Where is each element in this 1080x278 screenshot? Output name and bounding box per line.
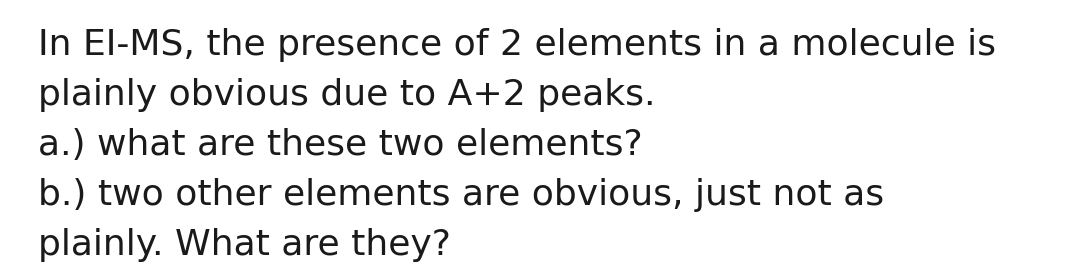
Text: b.) two other elements are obvious, just not as: b.) two other elements are obvious, just… bbox=[38, 178, 885, 212]
Text: a.) what are these two elements?: a.) what are these two elements? bbox=[38, 128, 643, 162]
Text: In EI-MS, the presence of 2 elements in a molecule is: In EI-MS, the presence of 2 elements in … bbox=[38, 28, 996, 62]
Text: plainly. What are they?: plainly. What are they? bbox=[38, 228, 450, 262]
Text: plainly obvious due to A+2 peaks.: plainly obvious due to A+2 peaks. bbox=[38, 78, 656, 112]
